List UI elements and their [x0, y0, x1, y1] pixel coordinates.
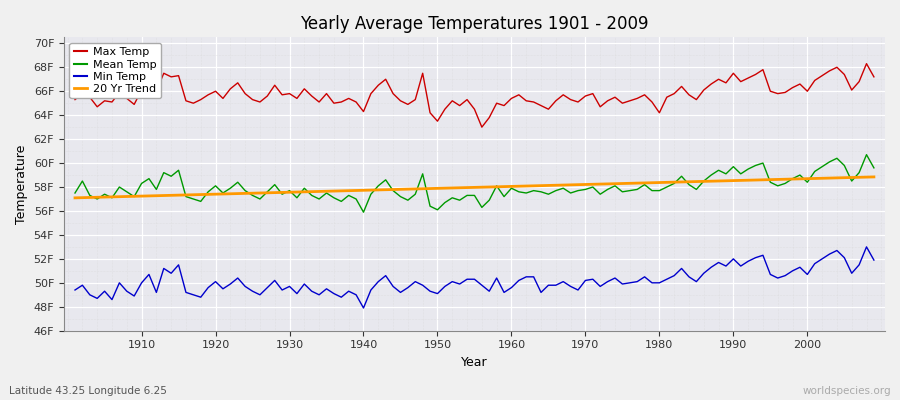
X-axis label: Year: Year [461, 356, 488, 369]
Y-axis label: Temperature: Temperature [15, 144, 28, 224]
Title: Yearly Average Temperatures 1901 - 2009: Yearly Average Temperatures 1901 - 2009 [301, 15, 649, 33]
Text: Latitude 43.25 Longitude 6.25: Latitude 43.25 Longitude 6.25 [9, 386, 166, 396]
Legend: Max Temp, Mean Temp, Min Temp, 20 Yr Trend: Max Temp, Mean Temp, Min Temp, 20 Yr Tre… [69, 43, 161, 98]
Text: worldspecies.org: worldspecies.org [803, 386, 891, 396]
